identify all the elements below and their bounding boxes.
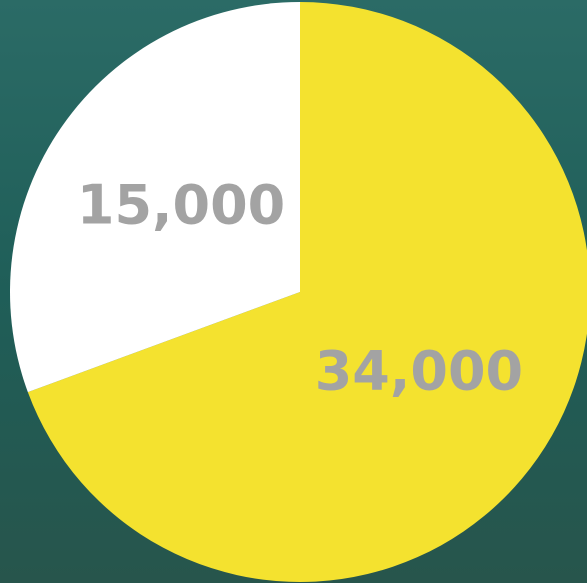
data-label: 34,000 — [315, 340, 523, 403]
pie: 34,000 15,000 — [9, 2, 587, 582]
data-label: 15,000 — [77, 174, 285, 237]
pie-slice — [27, 2, 587, 582]
pie-slice — [9, 2, 301, 393]
